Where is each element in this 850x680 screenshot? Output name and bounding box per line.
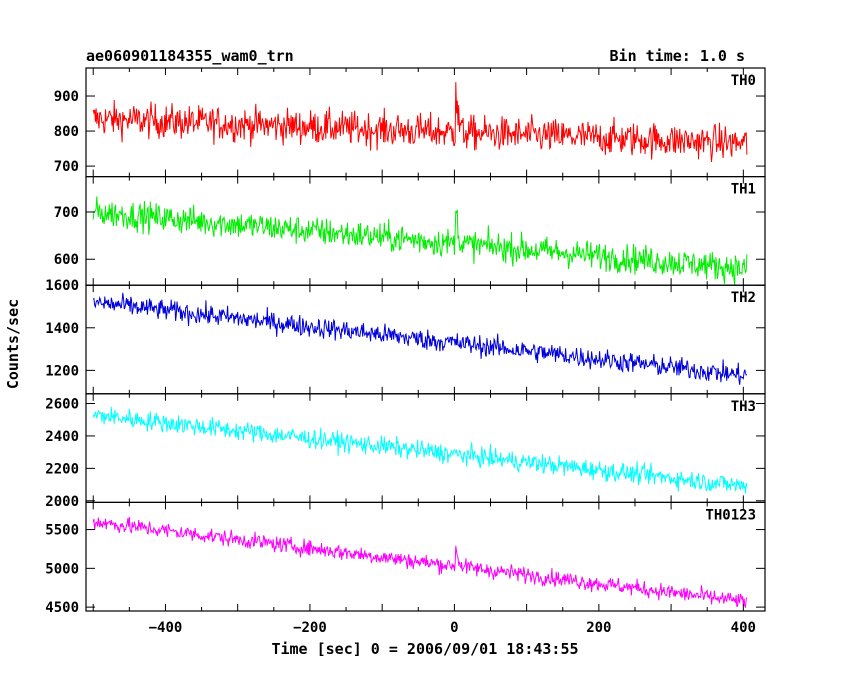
panel-label-th0: TH0 bbox=[731, 73, 756, 89]
y-tick-label: 600 bbox=[54, 252, 79, 268]
bin-time-label: Bin time: 1.0 s bbox=[610, 47, 745, 65]
y-tick-label: 900 bbox=[54, 89, 79, 105]
panel-th0: 700 800 900 TH0 bbox=[54, 67, 766, 178]
panel-th0123: 4500 5000 5500 TH0123 bbox=[45, 501, 766, 616]
y-tick-label: 1600 bbox=[45, 278, 79, 294]
y-tick-label: 4500 bbox=[45, 600, 79, 616]
panel-label-th0123: TH0123 bbox=[705, 507, 756, 523]
y-axis-label: Counts/sec bbox=[4, 299, 22, 389]
x-tick-label: 200 bbox=[586, 620, 611, 636]
panel-label-th2: TH2 bbox=[731, 290, 756, 306]
y-tick-label: 2000 bbox=[45, 494, 79, 510]
panel-th1: 600 700 TH1 bbox=[54, 176, 766, 286]
x-tick-label: 0 bbox=[450, 620, 458, 636]
x-axis-label: Time [sec] 0 = 2006/09/01 18:43:55 bbox=[271, 640, 578, 658]
x-tick-label: −200 bbox=[293, 620, 327, 636]
series-line-th3 bbox=[92, 406, 748, 494]
y-tick-label: 700 bbox=[54, 159, 79, 175]
x-tick-label: −400 bbox=[149, 620, 183, 636]
panel-th2: 1200 1400 1600 TH2 bbox=[45, 278, 766, 395]
panel-label-th3: TH3 bbox=[731, 399, 756, 415]
series-line-th1 bbox=[92, 196, 748, 286]
y-tick-label: 700 bbox=[54, 205, 79, 221]
panel-stack: 700800900TH0600700TH1120014001600TH22000… bbox=[45, 67, 766, 636]
chart-title: ae060901184355_wam0_trn bbox=[86, 47, 294, 65]
panel-frame bbox=[85, 501, 766, 612]
panel-th3: 2000 2200 2400 2600 TH3 bbox=[45, 393, 766, 510]
y-tick-label: 2400 bbox=[45, 429, 79, 445]
y-tick-label: 800 bbox=[54, 124, 79, 140]
y-tick-label: 1200 bbox=[45, 363, 79, 379]
series-line-th0 bbox=[92, 82, 748, 163]
y-tick-label: 5500 bbox=[45, 523, 79, 539]
panel-label-th1: TH1 bbox=[731, 182, 756, 198]
series-line-th0123 bbox=[92, 516, 748, 609]
x-tick-label: 400 bbox=[731, 620, 756, 636]
y-tick-label: 1400 bbox=[45, 321, 79, 337]
series-line-th2 bbox=[92, 292, 747, 385]
y-tick-label: 2600 bbox=[45, 397, 79, 413]
y-tick-label: 2200 bbox=[45, 461, 79, 477]
y-tick-label: 5000 bbox=[45, 561, 79, 577]
